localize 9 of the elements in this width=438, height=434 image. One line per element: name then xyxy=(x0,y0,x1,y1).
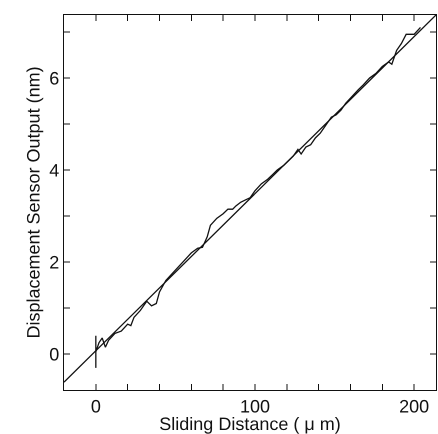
x-tick-label: 0 xyxy=(90,396,101,417)
x-tick-label: 200 xyxy=(399,396,430,417)
y-tick-label: 6 xyxy=(49,68,60,88)
y-tick-label: 0 xyxy=(49,344,60,364)
x-axis-title: Sliding Distance ( μ m) xyxy=(159,414,341,434)
y-axis-title: Displacement Sensor Output (nm) xyxy=(23,66,44,339)
x-tick-label: 100 xyxy=(240,396,270,417)
y-tick-label: 2 xyxy=(49,252,60,272)
y-tick-label: 4 xyxy=(49,160,60,180)
